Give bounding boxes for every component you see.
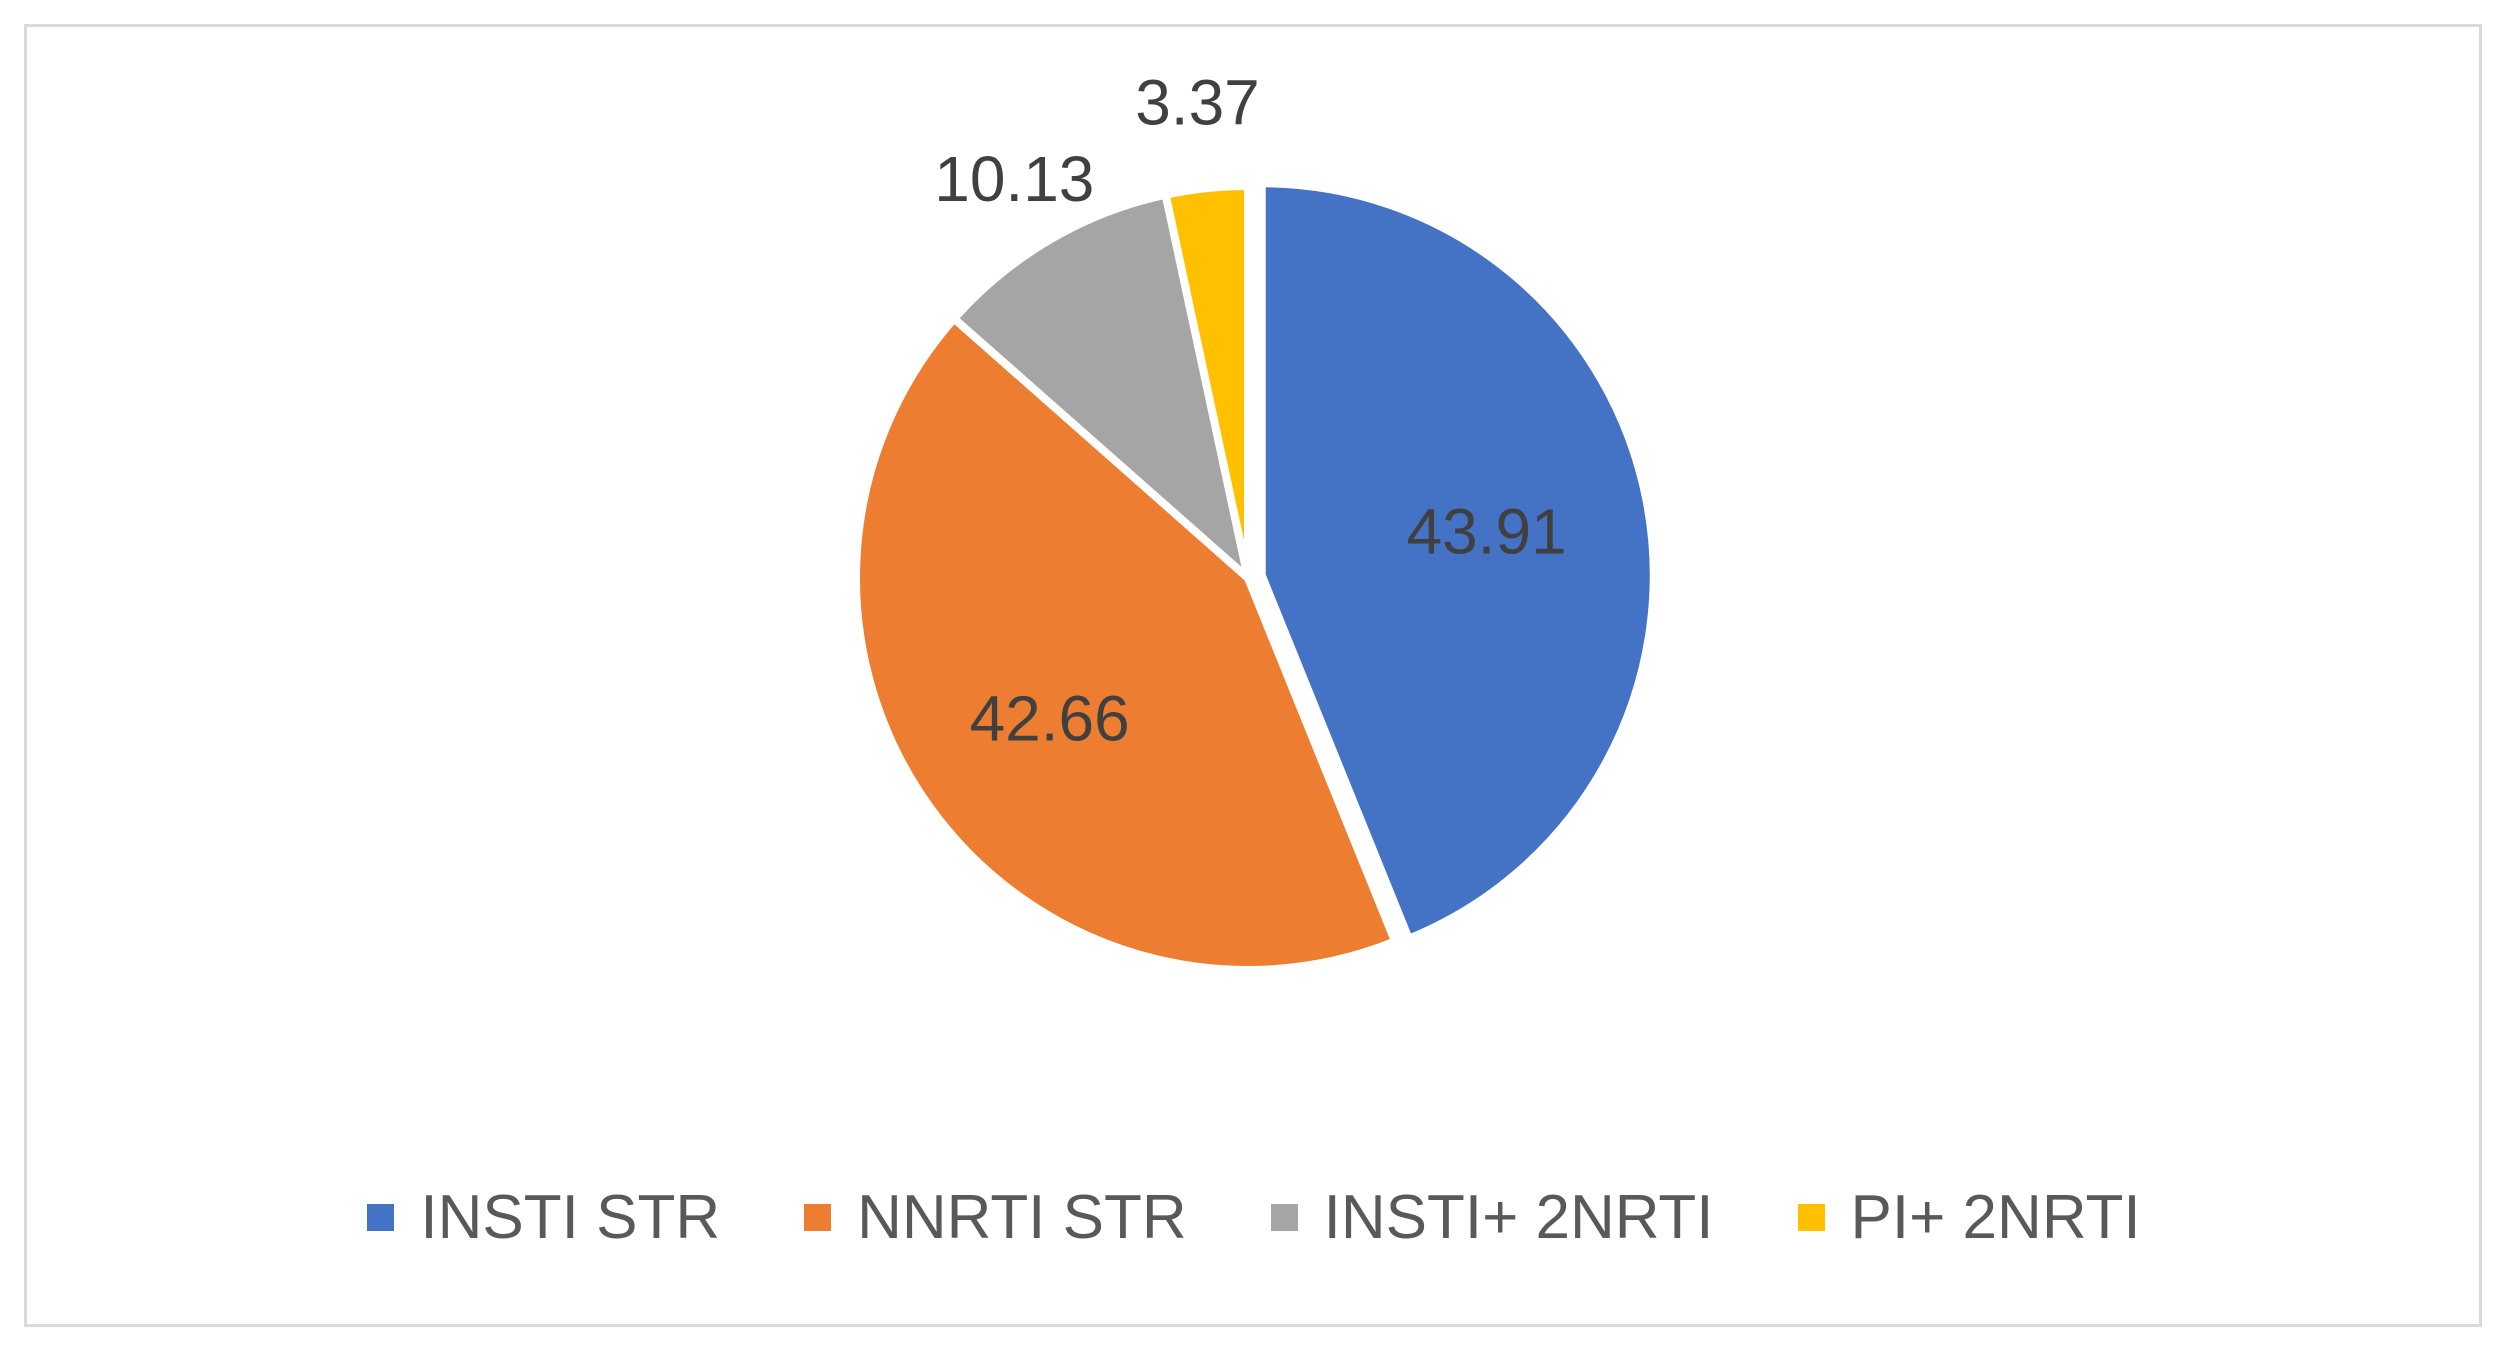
legend-swatch-insti-2nrti	[1270, 1203, 1298, 1231]
legend-label-nnrti-str: NNRTI STR	[857, 1182, 1187, 1252]
legend-swatch-insti-str	[367, 1203, 395, 1231]
legend-label-insti-2nrti: INSTI+ 2NRTI	[1323, 1182, 1714, 1252]
data-label-insti-str: 43.91	[1406, 496, 1566, 568]
pie-slice-nnrti-str	[852, 312, 1401, 974]
pie-slices	[852, 179, 1658, 974]
legend-label-pi-2nrti: PI+ 2NRTI	[1850, 1182, 2141, 1252]
legend-item-insti-str: INSTI STR	[367, 1182, 720, 1253]
data-label-insti-2nrti: 10.13	[934, 143, 1094, 215]
legend-item-nnrti-str: NNRTI STR	[804, 1182, 1187, 1253]
pie-slice-insti-2nrti	[948, 189, 1255, 590]
legend-item-insti-2nrti: INSTI+ 2NRTI	[1270, 1182, 1714, 1253]
legend-swatch-nnrti-str	[804, 1203, 832, 1231]
legend-label-insti-str: INSTI STR	[420, 1182, 721, 1252]
pie-data-labels: 43.91 42.66 10.13 3.37	[934, 66, 1566, 754]
pie-slice-insti-str	[1257, 179, 1658, 944]
legend-swatch-pi-2nrti	[1797, 1203, 1825, 1231]
legend: INSTI STR NNRTI STR INSTI+ 2NRTI PI+ 2NR…	[0, 1172, 2508, 1262]
data-label-nnrti-str: 42.66	[970, 682, 1130, 754]
data-label-pi-2nrti: 3.37	[1135, 66, 1260, 138]
legend-item-pi-2nrti: PI+ 2NRTI	[1797, 1182, 2141, 1253]
pie-slice-pi-2nrti	[1160, 181, 1252, 579]
